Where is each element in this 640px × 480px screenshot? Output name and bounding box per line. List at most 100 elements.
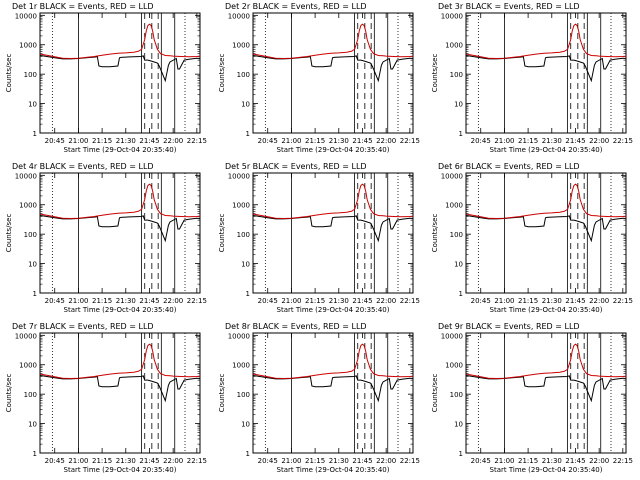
- x-tick-label: 22:00: [589, 297, 609, 305]
- x-tick-label: 20:45: [45, 137, 65, 145]
- x-tick-label: 22:15: [187, 297, 207, 305]
- y-tick-label: 1000: [19, 202, 37, 210]
- x-tick-label: 21:00: [68, 297, 88, 305]
- x-tick-label: 22:15: [613, 457, 633, 465]
- x-tick-label: 21:45: [352, 297, 372, 305]
- y-tick-label: 100: [237, 391, 250, 399]
- x-tick-label: 21:00: [68, 457, 88, 465]
- x-tick-label: 21:45: [352, 137, 372, 145]
- x-axis-label: Start Time (29-Oct-04 20:35:40): [277, 146, 390, 154]
- x-tick-label: 22:00: [163, 457, 183, 465]
- lld-series-line: [466, 343, 627, 380]
- plot-frame: [39, 332, 201, 454]
- x-tick-label: 22:00: [163, 297, 183, 305]
- x-tick-label: 20:45: [258, 457, 278, 465]
- y-tick-label: 1000: [445, 42, 463, 50]
- y-tick-label: 1000: [445, 202, 463, 210]
- y-tick-label: 1: [33, 130, 37, 138]
- y-tick-label: 1: [459, 130, 463, 138]
- panel-title: Det 8r BLACK = Events, RED = LLD: [225, 322, 367, 331]
- lld-series-line: [40, 343, 201, 380]
- panel-title: Det 1r BLACK = Events, RED = LLD: [12, 2, 154, 11]
- y-tick-label: 10: [241, 421, 250, 429]
- x-tick-label: 21:30: [116, 457, 136, 465]
- events-series-line: [40, 55, 201, 83]
- lld-series-line: [466, 23, 627, 60]
- x-axis-label: Start Time (29-Oct-04 20:35:40): [490, 146, 603, 154]
- x-tick-label: 21:30: [329, 457, 349, 465]
- plot-frame: [252, 172, 414, 294]
- x-tick-label: 21:45: [139, 137, 159, 145]
- panel-title: Det 6r BLACK = Events, RED = LLD: [438, 162, 580, 171]
- lld-series-line: [253, 23, 414, 60]
- y-tick-label: 100: [450, 71, 463, 79]
- plot-frame: [252, 12, 414, 134]
- events-series-line: [466, 375, 627, 403]
- x-axis-label: Start Time (29-Oct-04 20:35:40): [64, 306, 177, 314]
- y-tick-label: 1: [33, 450, 37, 458]
- x-tick-label: 21:15: [92, 297, 112, 305]
- panel-title: Det 9r BLACK = Events, RED = LLD: [438, 322, 580, 331]
- x-tick-label: 22:00: [376, 137, 396, 145]
- events-series-line: [466, 55, 627, 83]
- y-axis-label: Counts/sec: [218, 214, 226, 253]
- y-tick-label: 10000: [15, 172, 37, 180]
- events-series-line: [40, 375, 201, 403]
- events-series-line: [40, 215, 201, 243]
- x-tick-label: 21:00: [494, 137, 514, 145]
- detector-panel-1: Det 1r BLACK = Events, RED = LLD 1 10 100 10…: [5, 2, 207, 154]
- plot-frame: [252, 332, 414, 454]
- x-tick-label: 20:45: [45, 297, 65, 305]
- y-axis-label: Counts/sec: [5, 374, 13, 413]
- lld-series-line: [253, 343, 414, 380]
- y-axis-label: Counts/sec: [5, 214, 13, 253]
- x-tick-label: 20:45: [45, 457, 65, 465]
- panel-title: Det 4r BLACK = Events, RED = LLD: [12, 162, 154, 171]
- x-tick-label: 22:15: [400, 137, 420, 145]
- lld-series-line: [40, 183, 201, 220]
- y-tick-label: 10000: [441, 332, 463, 340]
- x-tick-label: 21:45: [352, 457, 372, 465]
- y-tick-label: 1: [246, 450, 250, 458]
- panel-title: Det 7r BLACK = Events, RED = LLD: [12, 322, 154, 331]
- x-axis-label: Start Time (29-Oct-04 20:35:40): [490, 306, 603, 314]
- x-tick-label: 22:15: [187, 457, 207, 465]
- y-axis-label: Counts/sec: [431, 374, 439, 413]
- x-tick-label: 22:00: [589, 457, 609, 465]
- y-tick-label: 10000: [228, 332, 250, 340]
- y-tick-label: 1000: [445, 362, 463, 370]
- x-tick-label: 21:00: [494, 297, 514, 305]
- y-tick-label: 10000: [228, 172, 250, 180]
- x-tick-label: 22:00: [376, 297, 396, 305]
- y-tick-label: 1000: [19, 42, 37, 50]
- events-series-line: [253, 215, 414, 243]
- y-tick-label: 1: [246, 290, 250, 298]
- x-tick-label: 21:00: [281, 297, 301, 305]
- x-tick-label: 21:15: [518, 137, 538, 145]
- y-tick-label: 100: [237, 231, 250, 239]
- detector-panel-8: Det 8r BLACK = Events, RED = LLD 1 10 100 10…: [218, 322, 420, 474]
- y-axis-label: Counts/sec: [218, 374, 226, 413]
- y-tick-label: 100: [24, 231, 37, 239]
- x-tick-label: 22:15: [400, 297, 420, 305]
- y-tick-label: 1: [33, 290, 37, 298]
- x-tick-label: 21:00: [494, 457, 514, 465]
- x-tick-label: 21:15: [305, 297, 325, 305]
- x-tick-label: 21:15: [92, 137, 112, 145]
- y-tick-label: 10: [454, 261, 463, 269]
- x-tick-label: 22:15: [187, 137, 207, 145]
- x-tick-label: 21:30: [542, 297, 562, 305]
- x-tick-label: 21:15: [518, 457, 538, 465]
- y-tick-label: 10: [241, 261, 250, 269]
- x-tick-label: 21:30: [542, 457, 562, 465]
- x-tick-label: 22:00: [589, 137, 609, 145]
- events-series-line: [253, 55, 414, 83]
- y-tick-label: 10: [454, 421, 463, 429]
- x-axis-label: Start Time (29-Oct-04 20:35:40): [490, 466, 603, 474]
- panel-title: Det 2r BLACK = Events, RED = LLD: [225, 2, 367, 11]
- detector-panel-9: Det 9r BLACK = Events, RED = LLD 1 10 100 10…: [431, 322, 633, 474]
- x-axis-label: Start Time (29-Oct-04 20:35:40): [64, 146, 177, 154]
- detector-panel-2: Det 2r BLACK = Events, RED = LLD 1 10 100 10…: [218, 2, 420, 154]
- x-axis-label: Start Time (29-Oct-04 20:35:40): [64, 466, 177, 474]
